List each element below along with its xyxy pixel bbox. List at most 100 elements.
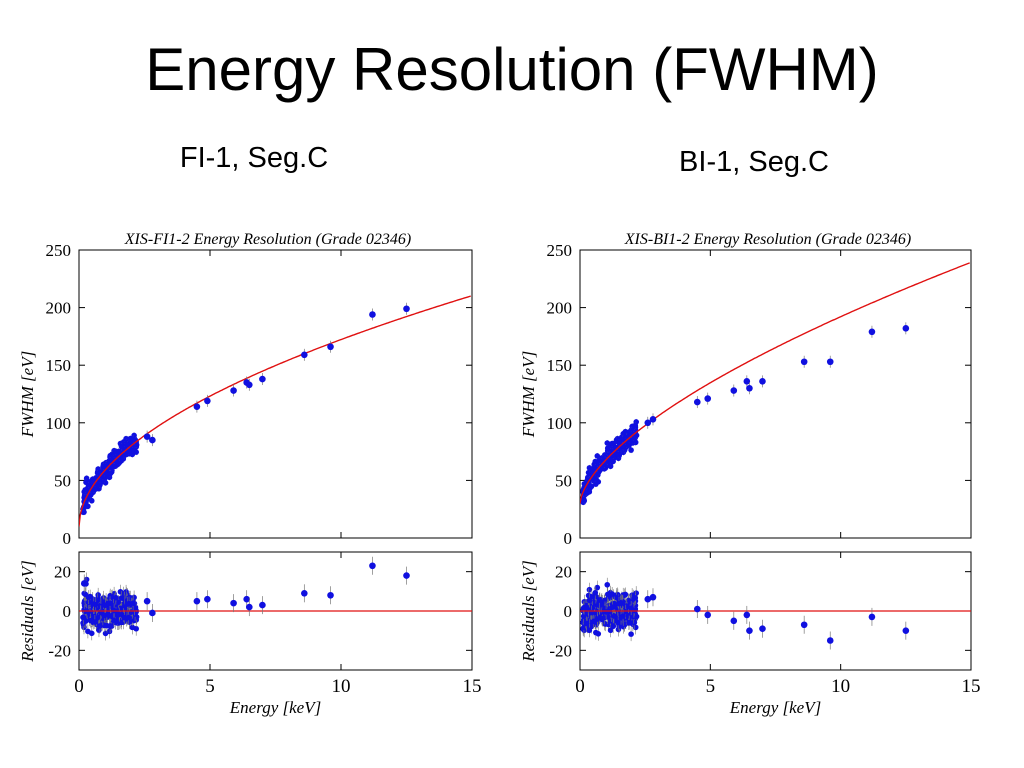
- residual-y-axis-label: Residuals [eV]: [519, 560, 538, 663]
- cluster-point: [607, 463, 614, 470]
- residual-cluster-point: [610, 623, 616, 630]
- x-tick-label: 15: [962, 676, 981, 697]
- residual-cluster-point: [594, 616, 601, 622]
- residual-cluster-point: [622, 591, 629, 598]
- cluster-point: [596, 458, 603, 464]
- residual-cluster-point: [632, 595, 639, 601]
- residual-cluster-point: [116, 619, 123, 626]
- residual-y-tick-label: 0: [564, 602, 573, 621]
- residual-cluster-point: [126, 595, 133, 601]
- residual-point: [327, 591, 334, 599]
- data-point: [743, 378, 751, 385]
- residual-cluster-point: [92, 601, 99, 608]
- cluster-point: [124, 441, 131, 448]
- residual-cluster-point: [94, 597, 101, 603]
- residual-cluster-point: [586, 627, 593, 634]
- data-point: [649, 416, 657, 423]
- residual-cluster-point: [607, 627, 614, 634]
- cluster-point: [583, 489, 590, 496]
- residual-plot-area: [79, 556, 472, 641]
- y-tick-label: 200: [46, 299, 72, 318]
- residual-cluster-point: [603, 609, 609, 615]
- y-tick-label: 150: [46, 356, 72, 375]
- chart-title: XIS-BI1-2 Energy Resolution (Grade 02346…: [624, 231, 911, 248]
- residual-point: [868, 613, 876, 621]
- y-tick-label: 250: [547, 241, 573, 260]
- main-plot-frame: [78, 249, 473, 539]
- residual-y-axis-label: Residuals [eV]: [18, 560, 37, 663]
- residual-cluster-point: [604, 614, 611, 620]
- residual-cluster-point: [92, 619, 98, 625]
- residual-cluster-point: [125, 614, 132, 621]
- residual-point: [644, 595, 652, 603]
- caption-fi1-segc: FI-1, Seg.C: [179, 142, 329, 174]
- residual-cluster-point: [102, 602, 109, 608]
- residual-cluster-point: [107, 623, 113, 629]
- residual-cluster-point: [116, 611, 123, 618]
- cluster-point: [97, 482, 103, 488]
- residual-cluster-point: [130, 600, 136, 607]
- y-axis-label: FWHM [eV]: [519, 351, 538, 438]
- residual-cluster-point: [583, 620, 590, 627]
- main-plot-area: [580, 262, 970, 506]
- cluster-point: [615, 451, 621, 458]
- data-point: [800, 358, 808, 366]
- data-point: [759, 378, 766, 385]
- residual-y-tick-label: 20: [555, 563, 572, 582]
- residual-point: [246, 603, 253, 611]
- cluster-point: [92, 486, 98, 493]
- cluster-point: [622, 428, 629, 435]
- residual-point: [649, 593, 657, 601]
- cluster-point: [88, 497, 95, 504]
- residual-cluster-point: [609, 591, 615, 597]
- y-tick-label: 0: [564, 529, 573, 548]
- cluster-point: [594, 453, 601, 459]
- residual-cluster-point: [118, 595, 125, 601]
- residual-cluster-point: [594, 584, 601, 591]
- chart-panel-1: XIS-FI1-2 Energy Resolution (Grade 02346…: [18, 231, 482, 717]
- y-tick-label: 100: [46, 414, 72, 433]
- cluster-point: [125, 448, 132, 455]
- residual-point: [193, 597, 201, 605]
- residual-y-tick-label: -20: [48, 641, 71, 660]
- x-tick-label: 5: [706, 676, 716, 697]
- residual-cluster-point: [615, 619, 621, 626]
- y-tick-label: 0: [63, 529, 72, 548]
- residual-point: [369, 562, 376, 570]
- cluster-point: [581, 496, 587, 503]
- y-axis-label: FWHM [eV]: [18, 351, 37, 438]
- residual-cluster-point: [95, 614, 102, 621]
- residual-cluster-point: [592, 589, 599, 596]
- residual-plot-area: [580, 577, 971, 650]
- x-tick-label: 5: [205, 676, 215, 697]
- residual-point: [230, 599, 237, 607]
- data-point: [327, 343, 334, 351]
- residual-cluster-point: [85, 628, 91, 635]
- x-axis-label: Energy [keV]: [729, 698, 821, 717]
- data-point: [730, 387, 738, 394]
- residual-cluster-point: [107, 600, 113, 607]
- cluster-point: [116, 459, 123, 465]
- cluster-point: [632, 422, 639, 429]
- cluster-point: [616, 439, 622, 446]
- data-point: [403, 305, 410, 313]
- residual-cluster-point: [623, 603, 630, 609]
- residual-cluster-point: [596, 597, 603, 603]
- residual-y-tick-label: 20: [54, 563, 71, 582]
- residual-cluster-point: [628, 605, 634, 611]
- residual-cluster-point: [622, 608, 629, 615]
- cluster-point: [130, 436, 136, 443]
- residual-cluster-point: [627, 598, 633, 605]
- residual-point: [743, 611, 751, 619]
- cluster-point: [594, 471, 601, 477]
- fit-curve: [580, 262, 970, 504]
- residual-point: [403, 572, 410, 579]
- cluster-point: [107, 457, 113, 464]
- x-tick-label: 0: [575, 676, 585, 697]
- cluster-point: [82, 487, 89, 493]
- data-point: [193, 403, 201, 410]
- y-tick-label: 150: [547, 356, 573, 375]
- residual-cluster-point: [121, 614, 128, 621]
- residual-cluster-point: [80, 614, 87, 621]
- residual-point: [730, 617, 738, 625]
